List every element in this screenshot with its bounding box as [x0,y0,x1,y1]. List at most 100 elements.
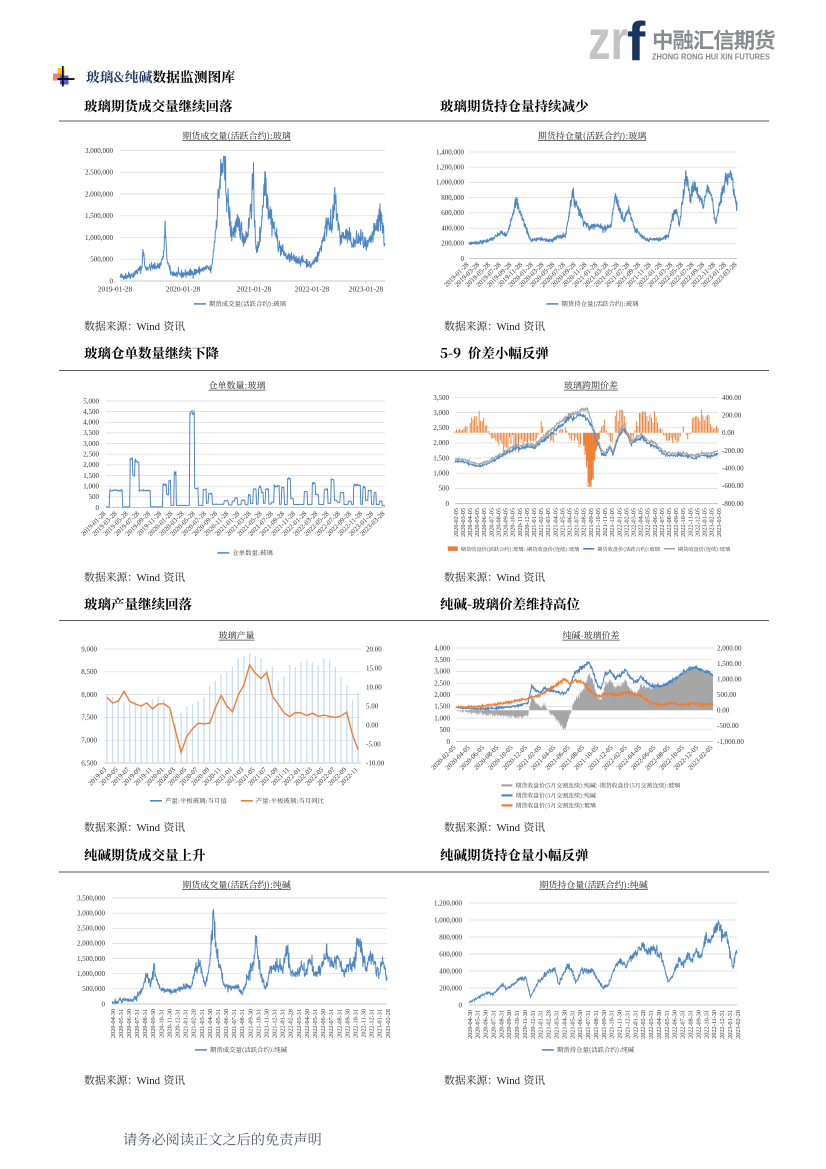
svg-text:2021-07-31: 2021-07-31 [585,1010,592,1039]
svg-text:2022-09-30: 2022-09-30 [344,1009,351,1038]
svg-text:2,000: 2,000 [83,461,99,469]
svg-text:200.00: 200.00 [722,412,742,420]
svg-text:2021-09-30: 2021-09-30 [247,1009,254,1038]
svg-text:500: 500 [89,493,100,501]
svg-text:5.00: 5.00 [366,702,379,710]
svg-text:1,200,000: 1,200,000 [436,164,465,172]
svg-text:3,500: 3,500 [433,394,449,402]
svg-text:2022-10-05: 2022-10-05 [680,508,687,537]
svg-text:1,000.00: 1,000.00 [717,676,742,684]
svg-text:2022-05-31: 2022-05-31 [664,1010,671,1039]
svg-text:2020-04-05: 2020-04-05 [467,508,474,537]
svg-text:500: 500 [440,726,451,734]
svg-text:2022-08-31: 2022-08-31 [336,1009,343,1038]
svg-text:2021-05-31: 2021-05-31 [569,1010,576,1039]
svg-text:400,000: 400,000 [441,224,464,232]
svg-text:Wind: Wind [137,321,161,333]
svg-text:-400.00: -400.00 [722,465,744,473]
svg-text:2022-01-28: 2022-01-28 [295,285,330,294]
svg-text:2022-12-31: 2022-12-31 [719,1010,726,1039]
svg-text:2020-10-31: 2020-10-31 [514,1010,521,1039]
svg-text:2021-07-05: 2021-07-05 [574,508,581,537]
svg-text:0: 0 [447,738,451,746]
svg-text:2021-12-05: 2021-12-05 [609,508,616,537]
svg-text:4,000: 4,000 [434,644,450,652]
svg-text:2022-03-31: 2022-03-31 [648,1010,655,1039]
svg-text:2022-05-31: 2022-05-31 [312,1009,319,1038]
svg-text:Wind: Wind [137,572,161,584]
svg-text:2021-06-30: 2021-06-30 [577,1010,584,1039]
svg-text:2021-11-30: 2021-11-30 [617,1010,624,1039]
svg-text:2020-07-05: 2020-07-05 [488,508,495,537]
svg-text:2022-07-31: 2022-07-31 [680,1010,687,1039]
svg-text:2020-08-05: 2020-08-05 [495,508,502,537]
svg-text:0: 0 [102,1000,106,1008]
svg-text:1,000: 1,000 [434,714,450,722]
svg-text:2020-07-31: 2020-07-31 [134,1009,141,1038]
svg-text:2022-02-28: 2022-02-28 [288,1009,295,1038]
svg-text:3,000: 3,000 [434,668,450,676]
svg-text:1,000,000: 1,000,000 [85,234,114,242]
svg-text:2,500: 2,500 [434,679,450,687]
svg-text:2022-05-05: 2022-05-05 [645,508,652,537]
svg-text:2020-10-31: 2020-10-31 [158,1009,165,1038]
svg-text:1,000,000: 1,000,000 [434,916,463,924]
svg-text:2022-06-05: 2022-06-05 [652,508,659,537]
svg-text:0: 0 [461,255,465,263]
svg-text:3,500,000: 3,500,000 [77,894,106,902]
svg-text:500: 500 [439,485,450,493]
svg-text:2022-04-05: 2022-04-05 [638,508,645,537]
svg-text:2022-10-31: 2022-10-31 [352,1009,359,1038]
svg-text:500.00: 500.00 [717,691,737,699]
svg-text:5,000: 5,000 [83,397,99,405]
svg-text:2021-01-31: 2021-01-31 [538,1010,545,1039]
svg-text:2020-04-30: 2020-04-30 [467,1010,474,1039]
svg-text:zr: zr [588,8,628,71]
svg-text:0: 0 [446,500,450,508]
svg-text:0: 0 [110,277,114,285]
svg-text:1,500: 1,500 [433,454,449,462]
svg-text:Wind: Wind [137,822,161,834]
svg-text:2022-12-05: 2022-12-05 [695,508,702,537]
svg-text:200,000: 200,000 [439,984,462,992]
svg-text:4,000: 4,000 [83,419,99,427]
svg-text:2023-01-31: 2023-01-31 [727,1010,734,1039]
svg-text:2021-10-31: 2021-10-31 [255,1009,262,1038]
svg-text:2021-09-05: 2021-09-05 [588,508,595,537]
svg-text:3,000: 3,000 [83,440,99,448]
svg-text:2023-01-31: 2023-01-31 [377,1009,384,1038]
svg-text:2022-02-05: 2022-02-05 [623,508,630,537]
svg-text:2021-04-30: 2021-04-30 [207,1009,214,1038]
svg-text:2022-04-30: 2022-04-30 [656,1010,663,1039]
svg-text:2020-12-31: 2020-12-31 [175,1009,182,1038]
svg-text:2021-10-05: 2021-10-05 [595,508,602,537]
svg-text:2022-09-05: 2022-09-05 [673,508,680,537]
svg-text:7,000: 7,000 [81,737,97,745]
svg-text:2020-06-05: 2020-06-05 [481,508,488,537]
svg-text:2,500,000: 2,500,000 [85,169,114,177]
svg-text:400.00: 400.00 [722,394,742,402]
svg-text:0.00: 0.00 [722,429,735,437]
svg-text:0.00: 0.00 [717,707,730,715]
svg-text:2021-07-31: 2021-07-31 [231,1009,238,1038]
svg-text:1,000: 1,000 [433,470,449,478]
svg-text:2022-10-31: 2022-10-31 [703,1010,710,1039]
svg-text:600,000: 600,000 [439,950,462,958]
svg-text:2021-06-30: 2021-06-30 [223,1009,230,1038]
svg-text:2021-12-31: 2021-12-31 [272,1009,279,1038]
svg-text:2021-04-30: 2021-04-30 [561,1010,568,1039]
svg-text:2021-11-30: 2021-11-30 [264,1009,271,1038]
svg-text:1,500,000: 1,500,000 [77,955,106,963]
svg-text:2023-01-28: 2023-01-28 [349,285,384,294]
svg-text:-200.00: -200.00 [722,447,744,455]
svg-text:2020-08-31: 2020-08-31 [498,1010,505,1039]
svg-text:2021-03-31: 2021-03-31 [554,1010,561,1039]
svg-text:2021-05-31: 2021-05-31 [215,1009,222,1038]
svg-text:4,500: 4,500 [83,408,99,416]
svg-text:2020-11-30: 2020-11-30 [166,1009,173,1038]
svg-text:2022-11-05: 2022-11-05 [687,508,694,537]
svg-text:3,000,000: 3,000,000 [85,147,114,155]
svg-text:2021-12-31: 2021-12-31 [624,1010,631,1039]
svg-text:2022-06-30: 2022-06-30 [320,1009,327,1038]
svg-text:2022-02-28: 2022-02-28 [640,1010,647,1039]
